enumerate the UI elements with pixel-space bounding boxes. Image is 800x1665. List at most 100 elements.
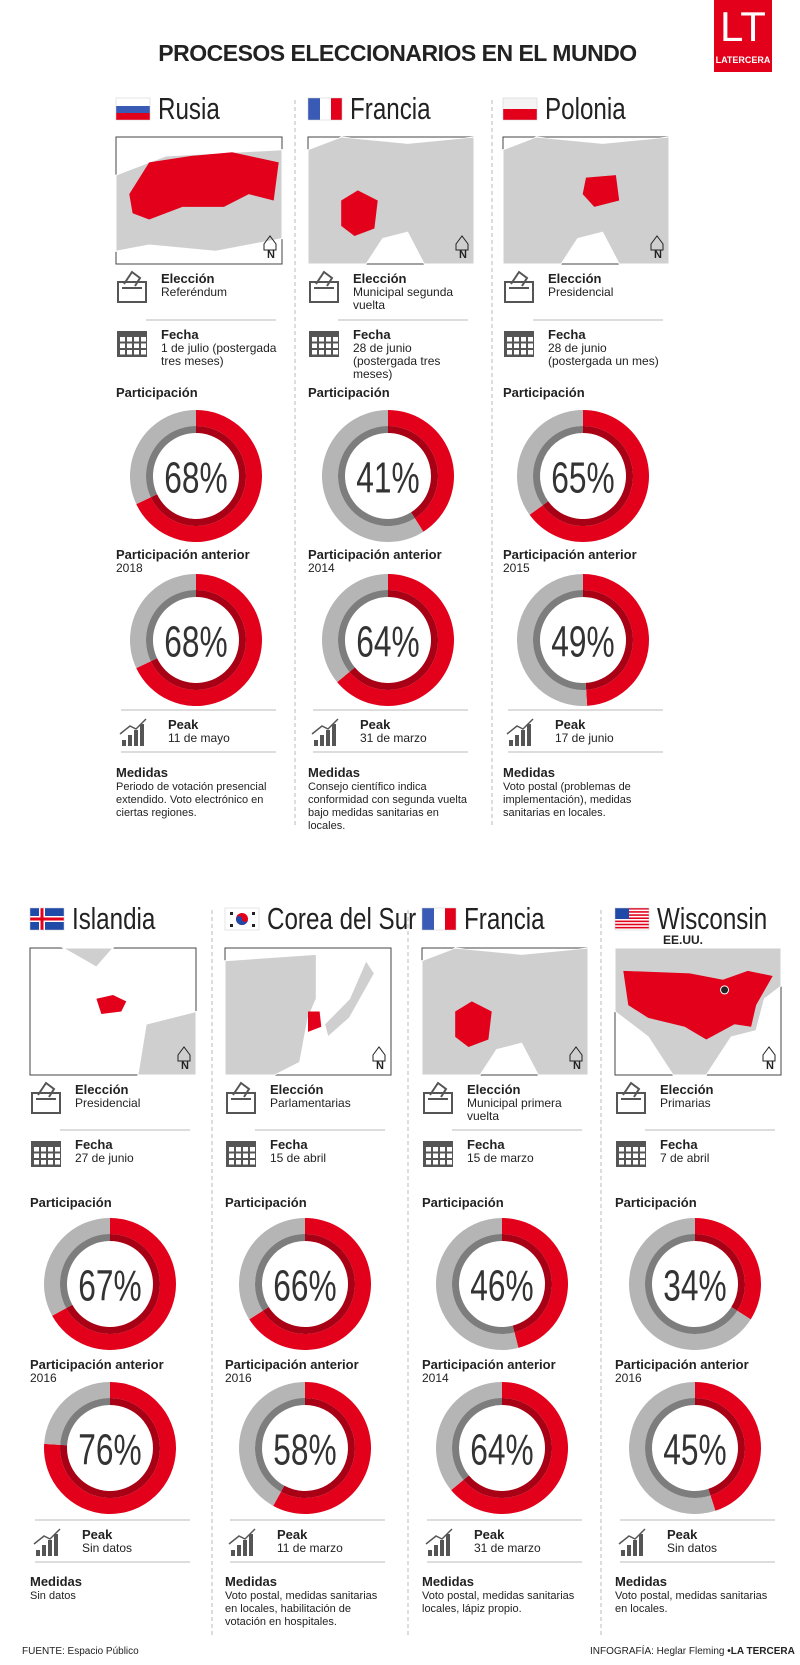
measures-label: Medidas: [308, 765, 361, 780]
north-arrow: [650, 235, 664, 251]
icon-ballot: [622, 1081, 641, 1098]
icon-calendar: [514, 350, 519, 355]
icon-calendar: [134, 350, 139, 355]
donut-value-inner: [695, 1398, 746, 1496]
date-value: 28 de junio (postergada tres meses): [353, 341, 441, 381]
previous-label: Participación anterior: [422, 1357, 556, 1372]
flag-part: [230, 912, 233, 915]
flag-part: [236, 916, 248, 925]
country-name: Islandia: [72, 901, 156, 936]
donut-rest: [517, 410, 583, 515]
flag-part: [116, 106, 150, 113]
icon-peak: [440, 1540, 444, 1556]
icon-peak: [633, 1540, 637, 1556]
map-country: [341, 190, 378, 237]
icon-calendar: [433, 1153, 438, 1158]
donut-value-inner: [502, 1234, 552, 1333]
measures-label: Medidas: [116, 765, 169, 780]
flag: [29, 907, 65, 931]
icon-ballot: [232, 1081, 251, 1098]
icon-calendar: [514, 343, 519, 348]
map-country: [623, 970, 773, 1040]
flag-part: [252, 924, 255, 927]
measures-label: Medidas: [30, 1574, 83, 1589]
measures-value: Voto postal (problemas de implementación…: [503, 781, 632, 819]
country-subtitle: EE.UU.: [663, 933, 704, 947]
icon-ballot: [616, 1092, 646, 1114]
previous-label: Participación anterior: [503, 547, 637, 562]
date-label: Fecha: [161, 327, 199, 342]
flag-part: [434, 908, 445, 930]
icon-calendar: [236, 1153, 241, 1158]
icon-calendar: [521, 350, 526, 355]
icon-calendar: [521, 337, 526, 342]
measures-value: Periodo de votación presencial extendido…: [116, 781, 267, 819]
icon-calendar: [134, 343, 139, 348]
flag-part: [615, 920, 649, 923]
previous-label: Participación anterior: [116, 547, 250, 562]
icon-peak: [521, 730, 525, 746]
donut-rest-inner: [338, 426, 415, 526]
measures-label: Medidas: [615, 1574, 668, 1589]
icon-calendar: [626, 1147, 631, 1152]
previous-year: 2016: [225, 1371, 252, 1385]
donut-rest: [322, 410, 424, 542]
country-name: Francia: [350, 91, 431, 126]
measures-value: Sin datos: [30, 1590, 76, 1602]
measures-value: Voto postal, medidas sanitarias en local…: [615, 1590, 768, 1615]
title: PROCESOS ELECCIONARIOS EN EL MUNDO: [158, 40, 637, 66]
icon-calendar: [640, 1147, 645, 1152]
credit-author: INFOGRAFÍA: Heglar Fleming: [590, 1646, 725, 1657]
measures-label: Medidas: [503, 765, 556, 780]
icon-peak: [639, 1534, 643, 1556]
icon-peak: [332, 724, 336, 746]
donut-rest: [321, 574, 388, 683]
icon-calendar: [426, 1147, 431, 1152]
donut-rest-inner: [255, 1398, 305, 1492]
north-label: N: [766, 1060, 774, 1072]
donut-rest-inner: [254, 1234, 305, 1311]
icon-calendar: [326, 350, 331, 355]
icon-calendar: [55, 1147, 60, 1152]
map-land: [307, 136, 475, 265]
north-label: N: [181, 1060, 189, 1072]
north-arrow: [455, 235, 469, 251]
flag-part: [252, 912, 255, 915]
flag-border: [502, 97, 538, 121]
north-label: N: [267, 249, 275, 261]
flag-part: [116, 113, 150, 120]
donut-rest: [517, 574, 588, 706]
icon-ballot: [315, 270, 334, 287]
donut-value: [388, 410, 455, 532]
icon-calendar: [528, 350, 533, 355]
peak-value: Sin datos: [82, 1541, 133, 1555]
flag-border: [29, 907, 65, 931]
icon-peak: [509, 740, 513, 746]
donut-label: 34%: [663, 1261, 726, 1310]
icon-peak: [54, 1534, 58, 1556]
icon-calendar: [41, 1160, 46, 1165]
icon-calendar: [633, 1147, 638, 1152]
peak-value: 11 de marzo: [277, 1541, 343, 1555]
icon-calendar: [528, 343, 533, 348]
icon-calendar: [440, 1160, 445, 1165]
map-country: [129, 152, 279, 220]
icon-calendar: [55, 1153, 60, 1158]
donut-rest-inner: [60, 1398, 110, 1446]
north-label: N: [573, 1060, 581, 1072]
icon-peak: [122, 740, 126, 746]
previous-label: Participación anterior: [308, 547, 442, 562]
peak-value: 17 de junio: [555, 731, 614, 745]
donut-rest: [436, 1218, 519, 1351]
icon-peak: [506, 718, 534, 735]
peak-value: Sin datos: [667, 1541, 718, 1555]
icon-peak: [243, 1540, 247, 1556]
map-country: [308, 1011, 322, 1032]
peak-value: 31 de marzo: [360, 731, 427, 745]
icon-calendar: [333, 343, 338, 348]
icon-calendar: [426, 1160, 431, 1165]
donut-rest: [629, 1382, 716, 1514]
north-arrow: [372, 1046, 386, 1062]
